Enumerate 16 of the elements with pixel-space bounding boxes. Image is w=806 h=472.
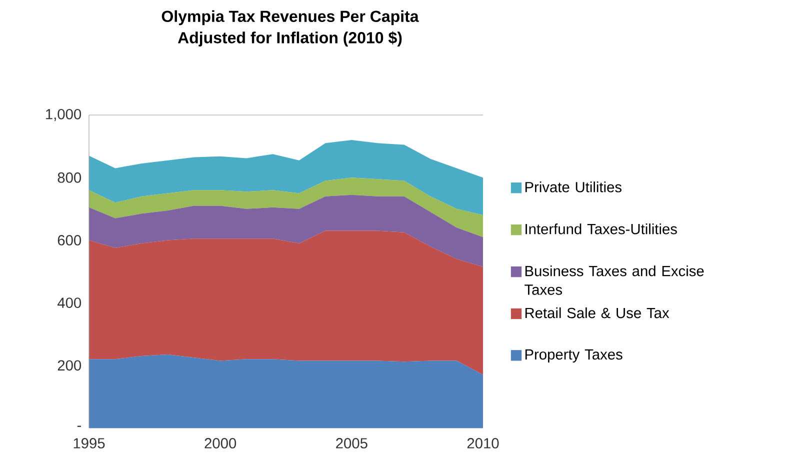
legend-label: Business Taxes and Excise Taxes xyxy=(524,265,704,295)
x-tick-label: 2000 xyxy=(204,438,236,448)
y-tick-label: 800 xyxy=(58,172,82,183)
y-tick-label: 200 xyxy=(58,360,82,371)
x-tick-label: 2010 xyxy=(467,438,499,448)
x-tick-label: 2005 xyxy=(336,438,368,448)
y-tick-label: - xyxy=(77,426,81,427)
y-tick-label: 400 xyxy=(57,298,82,308)
y-tick-label: 600 xyxy=(58,235,82,246)
chart-title: Olympia Tax Revenues Per Capita Adjusted for Inflation (2010 $) xyxy=(162,10,419,47)
legend-label: Interfund Taxes-Utilities xyxy=(526,224,677,234)
y-tick-label: 1,000 xyxy=(46,108,82,122)
legend-label: Property Taxes xyxy=(525,349,622,362)
legend-label: Private Utilities xyxy=(525,182,622,192)
legend-label: Retail Sale & Use Tax xyxy=(525,307,670,318)
x-tick-label: 1995 xyxy=(74,438,105,448)
